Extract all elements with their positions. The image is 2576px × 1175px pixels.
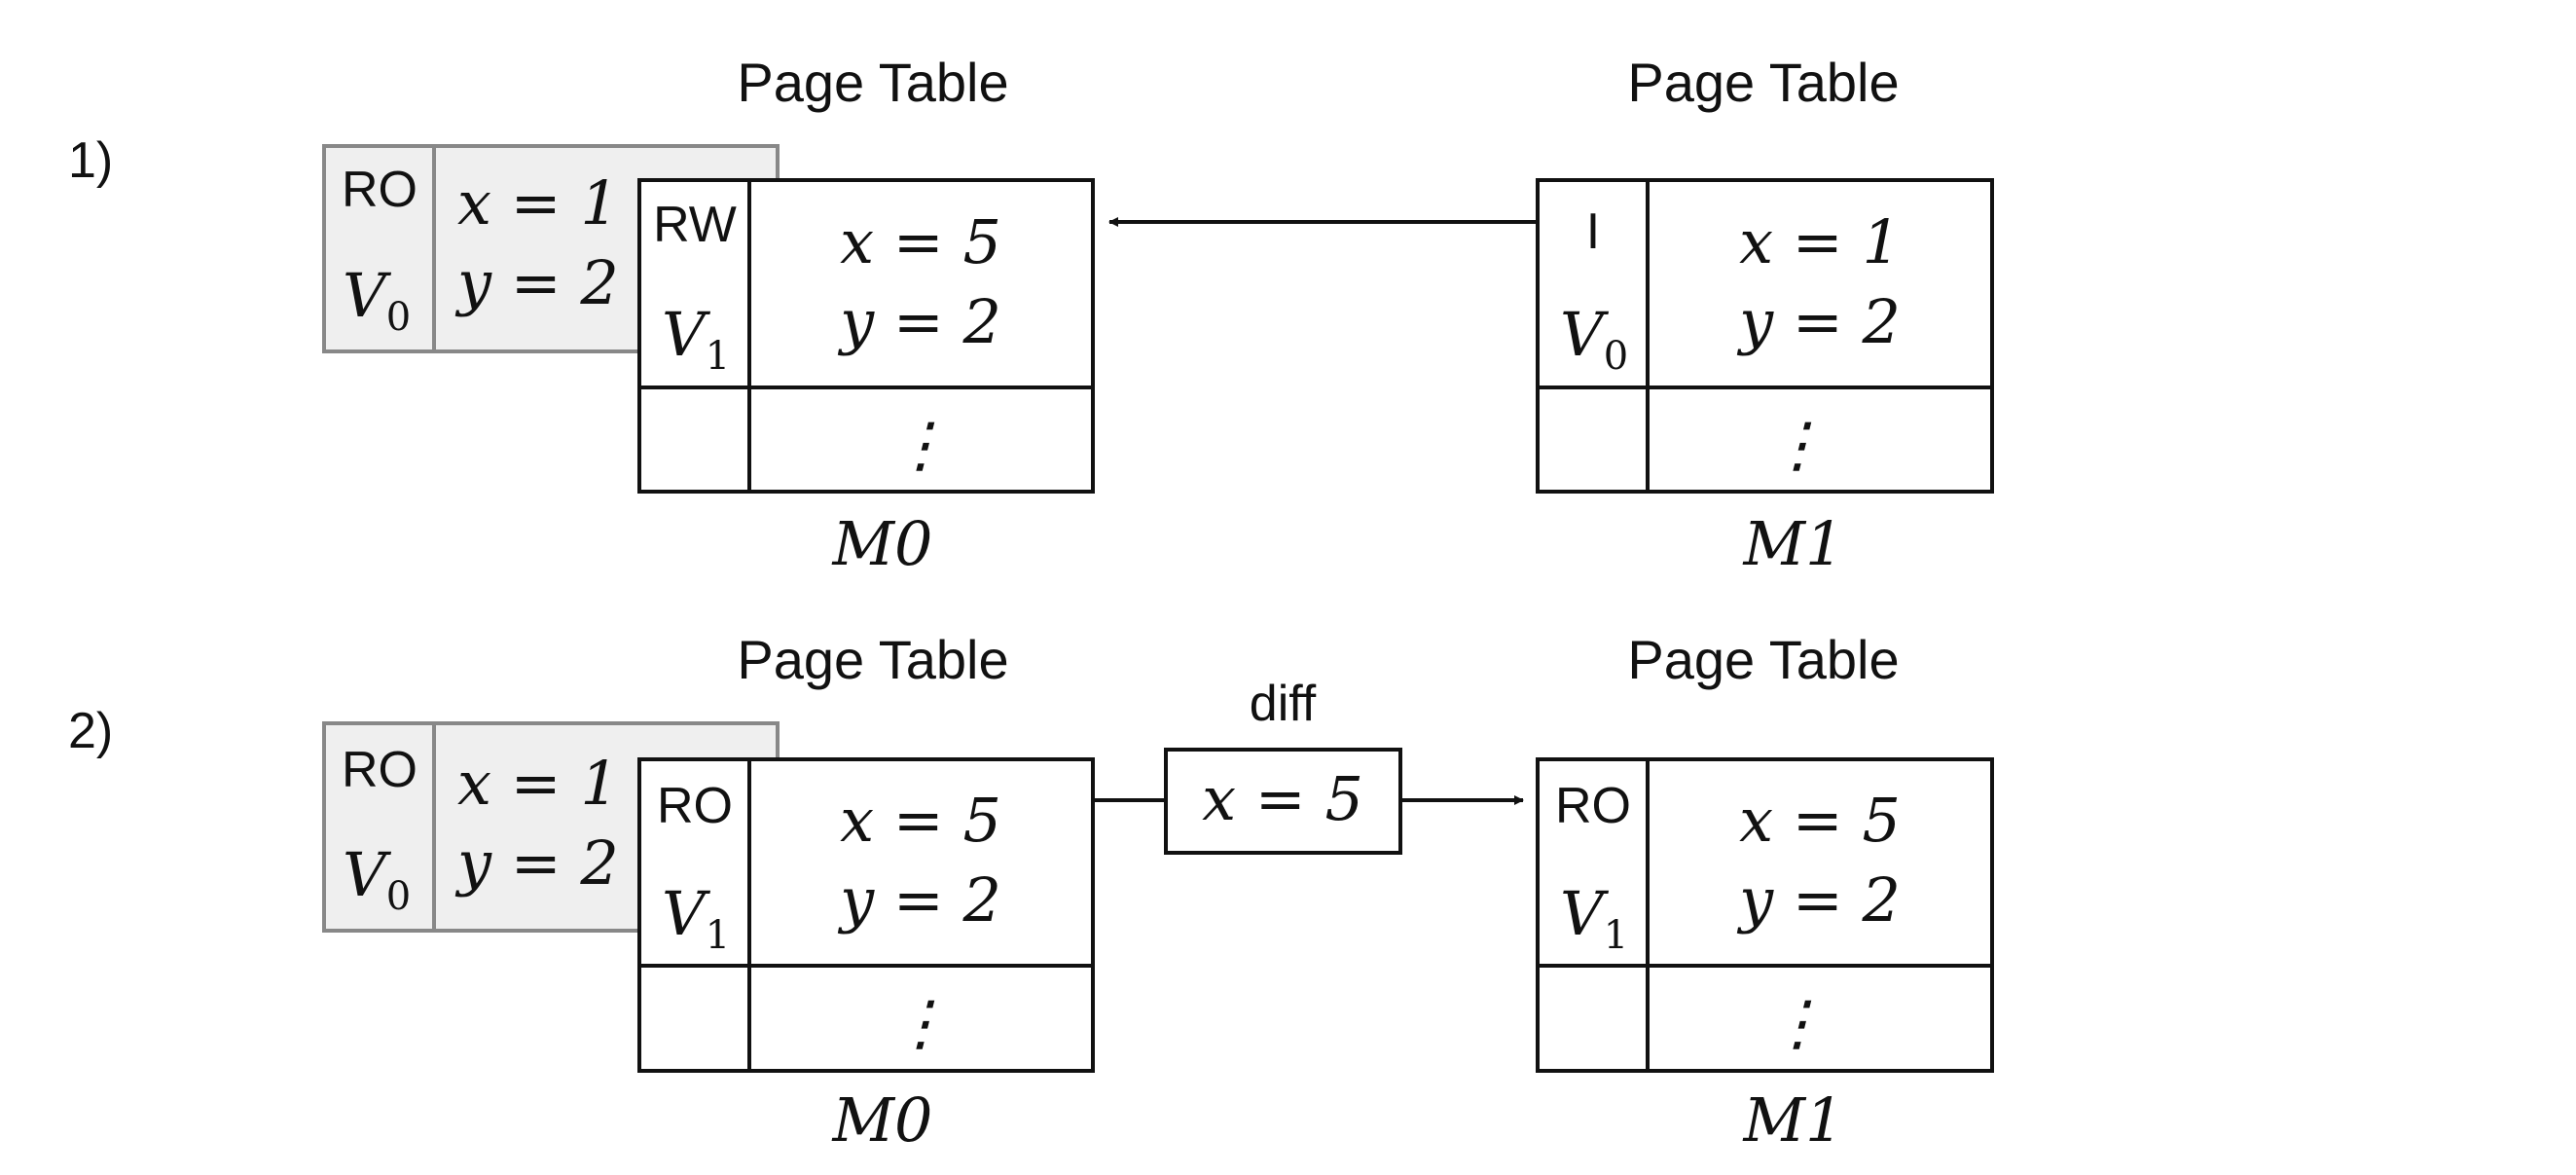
step-2-label: 2) [68, 703, 113, 759]
step-1-m1-heading: Page Table [1627, 52, 1899, 113]
step-1-m0-line1: x = 5 [840, 206, 1001, 277]
step-1-m0-heading: Page Table [737, 52, 1008, 113]
step-2-m1-heading: Page Table [1627, 629, 1899, 690]
step-1-m0-more: ⋮ [890, 409, 951, 480]
step-1-old-page-perm: RO [342, 162, 417, 218]
step-2-old-page-perm: RO [342, 742, 417, 798]
step-2: 2) RO V0 x = 1 y = 2 Page Table RO V1 x … [68, 629, 1994, 1156]
step-2-m1-more: ⋮ [1767, 987, 1828, 1058]
step-2-m0-line1: x = 5 [840, 785, 1001, 856]
step-1-old-page-line1: x = 1 [457, 167, 619, 239]
step-2-m1-line1: x = 5 [1739, 785, 1901, 856]
step-1-m1-box [1536, 178, 1994, 494]
step-2-m0-perm: RO [657, 778, 733, 834]
step-1-m0-box [637, 178, 1095, 494]
step-2-m1-page-table: Page Table RO V1 x = 5 y = 2 ⋮ M1 [1536, 629, 1994, 1156]
step-1-m1-perm: I [1586, 203, 1600, 260]
step-1-old-page-version: V0 [343, 260, 411, 340]
step-2-m0-more: ⋮ [890, 987, 951, 1058]
step-1-m0-perm: RW [653, 197, 737, 253]
step-1-m0-page-table: Page Table RW V1 x = 5 y = 2 ⋮ M0 [637, 52, 1095, 579]
step-1-m1-version: V0 [1560, 299, 1628, 379]
step-1-old-page-line2: y = 2 [454, 247, 619, 318]
step-2-m0-line2: y = 2 [837, 864, 1001, 936]
step-2-m0-box [637, 757, 1095, 1073]
step-2-m0-name: M0 [832, 1084, 933, 1156]
step-2-old-page-line1: x = 1 [457, 748, 619, 819]
step-1-m0-line2: y = 2 [837, 286, 1001, 357]
step-1-m1-name: M1 [1743, 508, 1844, 579]
step-2-m1-perm: RO [1555, 778, 1631, 834]
step-2-diff-content: x = 5 [1202, 763, 1363, 834]
step-1-label: 1) [68, 132, 113, 189]
step-1-m0-name: M0 [832, 508, 933, 579]
step-2-diff-label: diff [1250, 676, 1317, 732]
step-1-m1-more: ⋮ [1767, 409, 1828, 480]
step-1-m0-version: V1 [662, 299, 730, 379]
step-2-diff: diff x = 5 [1164, 676, 1402, 855]
step-1-m1-line1: x = 1 [1739, 206, 1901, 277]
step-1-m1-page-table: Page Table I V0 x = 1 y = 2 ⋮ M1 [1536, 52, 1994, 579]
step-2-old-page-line2: y = 2 [454, 827, 619, 899]
step-2-m1-line2: y = 2 [1736, 864, 1901, 936]
step-1-m1-line2: y = 2 [1736, 286, 1901, 357]
step-2-m0-page-table: Page Table RO V1 x = 5 y = 2 ⋮ M0 [637, 629, 1095, 1156]
step-2-m1-box [1536, 757, 1994, 1073]
step-2-m0-heading: Page Table [737, 629, 1008, 690]
step-2-m1-version: V1 [1560, 878, 1628, 958]
step-2-old-page-version: V0 [343, 839, 411, 919]
step-1: 1) RO V0 x = 1 y = 2 Page Table RW V1 x … [68, 52, 1994, 579]
step-2-m1-name: M1 [1743, 1084, 1844, 1156]
step-2-m0-version: V1 [662, 878, 730, 958]
step-2-diff-box [1164, 748, 1402, 855]
